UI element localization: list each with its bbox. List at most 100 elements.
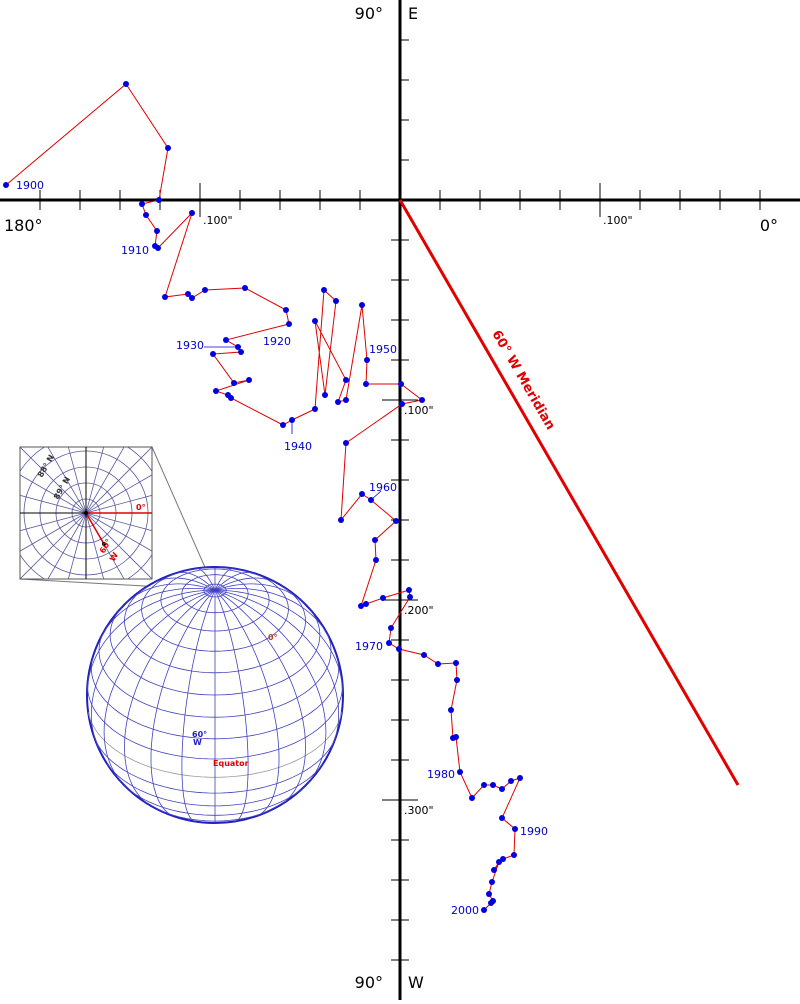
data-point	[223, 337, 229, 343]
data-point	[486, 891, 492, 897]
globe-line	[214, 607, 321, 696]
inset-point	[102, 542, 106, 546]
data-point	[517, 775, 523, 781]
data-point	[481, 782, 487, 788]
year-label: 1950	[369, 343, 397, 356]
globe-line	[124, 589, 216, 807]
inset-radial	[47, 447, 87, 514]
data-point	[242, 285, 248, 291]
inset-radial	[20, 512, 87, 552]
globe-line	[214, 589, 280, 817]
globe-line	[214, 585, 306, 674]
motion-path	[5, 83, 521, 911]
inset-radial	[67, 512, 87, 579]
globe-line	[214, 588, 330, 638]
globe-line	[214, 805, 280, 822]
data-point	[154, 228, 160, 234]
globe-line	[214, 583, 305, 604]
data-point	[373, 557, 379, 563]
data-point	[372, 537, 378, 543]
x-tick-label: .100"	[603, 214, 633, 227]
year-label: 1990	[520, 825, 548, 838]
axis-label-bottom: 90°	[355, 973, 383, 992]
globe-line	[125, 583, 216, 604]
data-point	[359, 491, 365, 497]
inset-radial	[20, 512, 87, 532]
globe-line	[214, 589, 327, 785]
meridian-line	[398, 199, 740, 786]
inset-radial	[85, 447, 152, 514]
connector	[151, 446, 216, 591]
globe-line	[87, 711, 216, 778]
globe-line	[196, 568, 216, 591]
globe: 0° 60° W Equator	[86, 566, 344, 824]
year-label: 1920	[263, 335, 291, 348]
data-point	[280, 422, 286, 428]
inset-radial	[85, 447, 125, 514]
globe-label: 60°	[192, 730, 207, 739]
data-point	[162, 294, 168, 300]
inset-radial	[20, 474, 87, 514]
data-point	[364, 357, 370, 363]
data-point	[407, 594, 413, 600]
data-point	[155, 245, 161, 251]
data-point	[457, 769, 463, 775]
data-point	[454, 677, 460, 683]
data-point	[511, 852, 517, 858]
data-point	[312, 318, 318, 324]
data-point	[238, 349, 244, 355]
year-label: 1900	[16, 179, 44, 192]
inset-radial	[20, 512, 87, 579]
data-point	[396, 646, 402, 652]
data-point	[139, 201, 145, 207]
data-point	[421, 652, 427, 658]
inset: 88° N 89° N 0° 60° W	[19, 446, 216, 591]
globe-label: W	[193, 738, 202, 747]
data-point	[246, 377, 252, 383]
data-point	[3, 182, 9, 188]
y-tick-label: .100"	[404, 404, 434, 417]
data-point	[343, 397, 349, 403]
data-point	[335, 399, 341, 405]
globe-grid	[87, 567, 343, 823]
inset-radial	[85, 512, 152, 579]
globe-line	[214, 577, 277, 591]
data-point	[359, 302, 365, 308]
data-point	[499, 786, 505, 792]
data-point	[488, 900, 494, 906]
data-point	[386, 640, 392, 646]
globe-label: Equator	[213, 759, 249, 768]
data-point	[286, 321, 292, 327]
inset-radial	[67, 447, 87, 514]
data-point	[489, 879, 495, 885]
data-point	[231, 380, 237, 386]
data-point	[406, 587, 412, 593]
globe-line	[87, 589, 216, 691]
globe-line	[214, 589, 249, 822]
data-point	[165, 145, 171, 151]
year-label: 1930	[176, 339, 204, 352]
data-point	[343, 440, 349, 446]
data-point	[491, 867, 497, 873]
data-point	[508, 778, 514, 784]
data-point	[453, 660, 459, 666]
globe-line	[93, 736, 216, 794]
data-point	[363, 381, 369, 387]
globe-line	[214, 736, 337, 794]
y-tick-label: .200"	[404, 604, 434, 617]
globe-line	[87, 681, 216, 760]
globe-line	[153, 577, 216, 591]
axis-label-top: 90°	[355, 4, 383, 23]
data-point	[189, 295, 195, 301]
data-point	[189, 210, 195, 216]
x-tick-label: .100"	[203, 214, 233, 227]
data-point	[496, 859, 502, 865]
data-point	[380, 595, 386, 601]
data-point	[322, 392, 328, 398]
inset-radial	[85, 512, 105, 579]
inset-radial	[85, 512, 152, 552]
inset-radial	[20, 447, 87, 514]
axis-label-bottom-dir: W	[408, 973, 424, 992]
data-point	[435, 661, 441, 667]
